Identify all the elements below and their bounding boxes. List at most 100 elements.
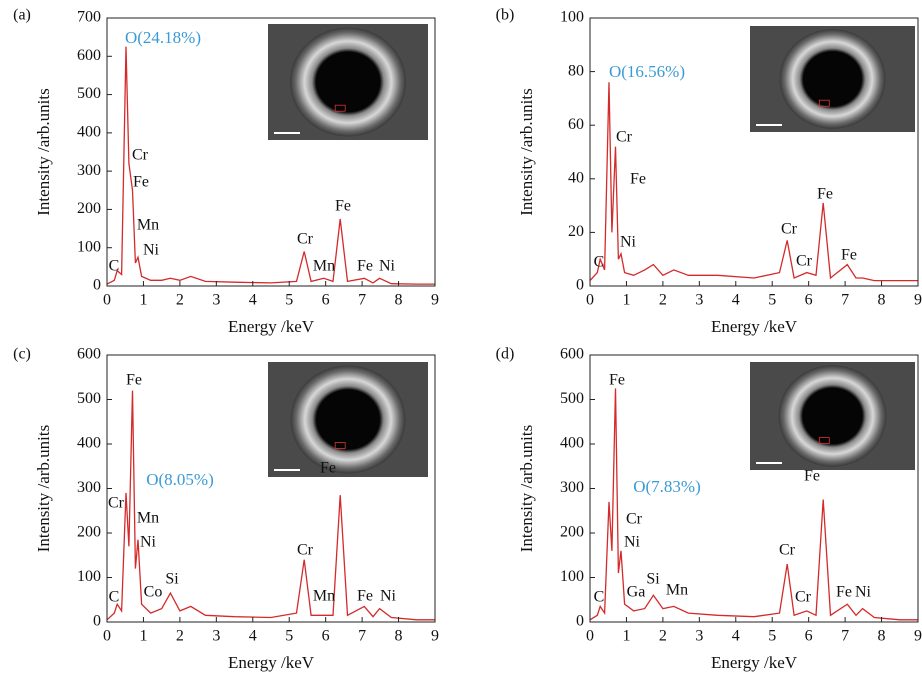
sem-scalebar (756, 124, 782, 126)
peak-label: Fe (126, 372, 142, 389)
peak-label: Fe (335, 198, 351, 215)
peak-label: Fe (357, 258, 373, 275)
x-tick-label: 7 (358, 292, 366, 309)
peak-label: Ni (624, 534, 641, 551)
x-tick-label: 1 (139, 628, 147, 645)
peak-label: Cr (616, 129, 633, 146)
panel-label: (c) (13, 346, 31, 363)
y-axis-label: Intensity /arb.units (517, 425, 536, 552)
x-tick-label: 7 (841, 628, 849, 645)
panel-label: (a) (13, 7, 31, 24)
sem-selection (818, 99, 830, 107)
y-tick-label: 400 (77, 435, 101, 452)
peak-label: Si (646, 571, 660, 588)
y-tick-label: 20 (568, 223, 584, 240)
oxygen-callout: O(7.83%) (633, 477, 701, 496)
peak-label: Mn (137, 217, 159, 234)
peak-label: Cr (132, 147, 149, 164)
peak-label: Cr (626, 511, 643, 528)
peak-label: Mn (313, 258, 335, 275)
sem-selection (334, 104, 346, 112)
sem-hole (290, 365, 406, 474)
x-axis-label: Energy /keV (228, 317, 315, 336)
sem-selection (818, 437, 830, 445)
peak-label: Mn (313, 588, 335, 605)
x-tick-label: 6 (805, 628, 813, 645)
y-tick-label: 80 (568, 62, 584, 79)
peak-label: Mn (137, 510, 159, 527)
y-axis-label: Intensity /arb.units (34, 425, 53, 552)
spectrum-line (106, 46, 435, 285)
peak-label: Cr (779, 542, 796, 559)
x-tick-label: 9 (914, 628, 922, 645)
peak-label: Co (144, 584, 163, 601)
x-tick-label: 8 (395, 292, 403, 309)
x-tick-label: 1 (622, 628, 630, 645)
y-tick-label: 100 (77, 238, 101, 255)
x-tick-label: 0 (586, 292, 594, 309)
panel-label: (d) (496, 346, 515, 363)
x-tick-label: 2 (176, 628, 184, 645)
x-tick-label: 7 (358, 628, 366, 645)
x-tick-label: 1 (139, 292, 147, 309)
spectrum-line (106, 390, 435, 621)
x-tick-label: 3 (212, 628, 220, 645)
peak-label: Fe (817, 186, 833, 203)
y-tick-label: 500 (77, 85, 101, 102)
y-tick-label: 0 (576, 277, 584, 294)
y-tick-label: 300 (560, 479, 584, 496)
peak-label: Ni (140, 534, 157, 551)
peak-label: Mn (666, 582, 688, 599)
sem-scalebar (274, 469, 300, 471)
peak-label: Cr (297, 542, 314, 559)
x-tick-label: 9 (431, 628, 439, 645)
x-tick-label: 4 (732, 628, 740, 645)
plot-frame (106, 17, 436, 287)
x-tick-label: 3 (212, 292, 220, 309)
y-tick-label: 600 (77, 47, 101, 64)
y-tick-label: 100 (560, 9, 584, 26)
peak-label: Fe (630, 171, 646, 188)
peak-label: Fe (609, 372, 625, 389)
peak-label: Fe (841, 247, 857, 264)
x-tick-label: 8 (395, 628, 403, 645)
x-tick-label: 5 (285, 628, 293, 645)
y-tick-label: 0 (93, 277, 101, 294)
sem-hole (778, 365, 887, 467)
peak-label: Fe (320, 460, 336, 477)
peak-label: Ni (380, 588, 397, 605)
panel-label: (b) (496, 7, 515, 24)
x-tick-label: 5 (285, 292, 293, 309)
y-tick-label: 200 (560, 524, 584, 541)
plot-frame (589, 17, 919, 287)
x-tick-label: 4 (732, 292, 740, 309)
peak-label: Cr (795, 589, 812, 606)
x-axis-label: Energy /keV (711, 317, 798, 336)
peak-label: Ni (620, 234, 637, 251)
y-axis-label: Intensity /arb.units (34, 88, 53, 215)
x-tick-label: 8 (878, 628, 886, 645)
y-tick-label: 0 (576, 613, 584, 630)
peak-label: Si (165, 571, 179, 588)
peak-label: Fe (836, 584, 852, 601)
sem-scalebar (756, 462, 782, 464)
y-tick-label: 0 (93, 613, 101, 630)
y-tick-label: 300 (77, 479, 101, 496)
peak-label: C (594, 589, 605, 606)
oxygen-callout: O(8.05%) (146, 470, 214, 489)
y-tick-label: 600 (77, 346, 101, 363)
y-tick-label: 200 (77, 200, 101, 217)
peak-label: Fe (357, 588, 373, 605)
x-tick-label: 2 (176, 292, 184, 309)
y-tick-label: 400 (560, 435, 584, 452)
x-tick-label: 2 (659, 292, 667, 309)
x-tick-label: 1 (622, 292, 630, 309)
y-axis-label: Intensity /arb.units (517, 88, 536, 215)
x-axis-label: Energy /keV (711, 653, 798, 672)
sem-hole (290, 27, 406, 137)
y-tick-label: 100 (77, 568, 101, 585)
peak-label: Cr (796, 253, 813, 270)
peak-label: Ni (379, 258, 396, 275)
peak-label: Ni (143, 242, 160, 259)
